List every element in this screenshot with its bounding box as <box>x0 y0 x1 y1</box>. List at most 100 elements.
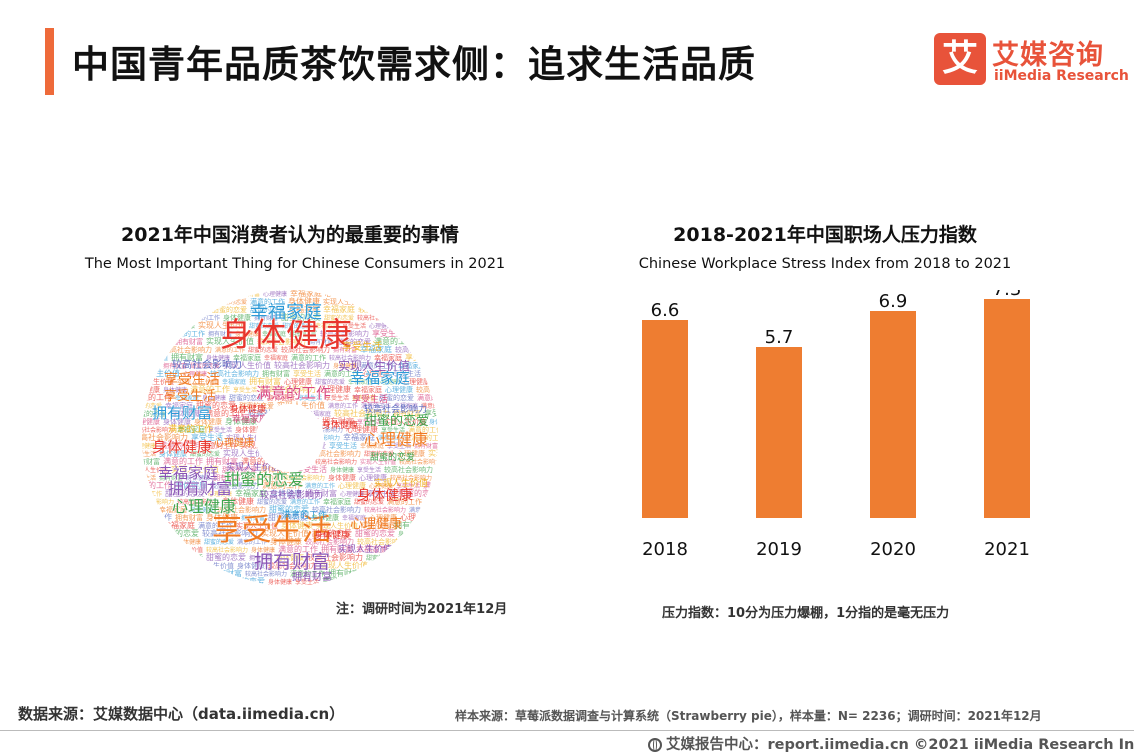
filler-word: 满意的工作 <box>328 402 358 410</box>
filler-word: 享受生活 <box>391 290 419 298</box>
filler-word: 身体健康 <box>398 530 422 538</box>
filler-word: 实现人生价值 <box>192 561 234 570</box>
filler-word: 幸福家庭 <box>290 290 322 298</box>
filler-word: 满意的工作 <box>142 329 167 338</box>
filler-word: 较高社会影响力 <box>257 337 306 346</box>
filler-word: 拥有财富 <box>249 554 273 562</box>
filler-word: 实现人生价值 <box>236 521 278 530</box>
filler-word: 拥有财富 <box>206 456 238 466</box>
filler-word: 满意的工作 <box>142 480 172 490</box>
filler-word: 享受生活 <box>293 369 321 378</box>
filler-word: 甜蜜的恋爱 <box>269 504 309 514</box>
filler-word: 实现人生价值 <box>171 464 219 474</box>
filler-word: 甜蜜的恋爱 <box>312 528 352 538</box>
filler-word: 较高社会影响力 <box>320 329 369 338</box>
filler-word: 较高社会影响力 <box>165 297 214 306</box>
footer-divider <box>0 730 1134 731</box>
cloud-word: 满意的工作 <box>282 509 327 521</box>
filler-word: 幸福家庭 <box>398 361 426 370</box>
bar-chart-note: 压力指数：10分为压力爆棚，1分指的是毫无压力 <box>662 606 950 621</box>
filler-word: 实现人生价值 <box>223 360 271 370</box>
filler-word: 甜蜜的恋爱 <box>364 450 394 458</box>
filler-word: 身体健康 <box>163 386 187 394</box>
filler-word: 拥有财富 <box>352 394 376 402</box>
filler-word: 较高社会影响力 <box>217 505 266 514</box>
filler-word: 甜蜜的恋爱 <box>425 496 438 506</box>
filler-word: 满意的工作 <box>324 369 359 378</box>
filler-word: 甜蜜的恋爱 <box>222 465 257 474</box>
filler-word: 幸福家庭 <box>177 425 205 434</box>
filler-word: 满意的工作 <box>290 498 320 506</box>
filler-word: 幸福家庭 <box>170 290 198 298</box>
filler-word: 甜蜜的恋爱 <box>366 554 396 562</box>
logo-english-name: iiMedia Research <box>994 68 1129 84</box>
filler-word: 拥有财富 <box>262 369 290 378</box>
filler-word: 享受生活 <box>298 394 322 402</box>
filler-word: 满意的工作 <box>198 521 233 530</box>
filler-word: 拥有财富 <box>414 442 438 450</box>
filler-word: 甜蜜的恋爱 <box>196 400 236 410</box>
filler-word: 较高社会影响力 <box>202 528 258 538</box>
wordcloud-note: 注：调研时间为2021年12月 <box>336 602 508 617</box>
filler-word: 拥有财富 <box>159 474 183 482</box>
filler-word: 甜蜜的恋爱 <box>229 393 264 402</box>
cloud-word: 甜蜜的恋爱 <box>224 470 304 489</box>
filler-word: 满意的工作 <box>250 297 285 306</box>
filler-word: 幸福家庭 <box>233 353 261 362</box>
filler-word: 满意的工作 <box>378 434 408 442</box>
filler-word: 心理健康 <box>375 378 399 386</box>
filler-word: 拥有财富 <box>322 416 354 426</box>
filler-word: 拥有财富 <box>393 409 421 418</box>
filler-word: 实现人生价值 <box>198 320 246 330</box>
iimedia-logo[interactable]: 艾 艾媒咨询 iiMedia Research <box>934 33 1129 89</box>
filler-word: 幸福家庭 <box>356 544 388 554</box>
filler-word: 身体健康 <box>206 354 230 362</box>
filler-word: 较高社会影响力 <box>210 369 259 378</box>
filler-word: 满意的工作 <box>241 456 281 466</box>
filler-word: 享受生活 <box>142 450 156 458</box>
filler-word: 身体健康 <box>222 496 254 506</box>
filler-word: 甜蜜的恋爱 <box>159 528 199 538</box>
filler-word: 身体健康 <box>225 416 257 426</box>
cloud-word: 身体健康 <box>152 438 212 456</box>
bar-chart-title: 2018-2021年中国职场人压力指数 <box>673 224 977 246</box>
filler-word: 实现人生价值 <box>277 400 325 410</box>
wordcloud-subtitle: The Most Important Thing for Chinese Con… <box>84 256 506 272</box>
filler-word: 实现人生价值 <box>223 448 271 458</box>
filler-word: 心理健康 <box>142 442 156 450</box>
filler-word: 较高社会影响力 <box>305 537 354 546</box>
filler-word: 享受生活 <box>159 576 191 586</box>
filler-word: 拥有财富 <box>289 329 317 338</box>
filler-word: 较高社会影响力 <box>358 304 414 314</box>
filler-word: 享受生活 <box>396 482 420 490</box>
report-center[interactable]: 艾媒报告中心：report.iimedia.cn ©2021 iiMedia R… <box>648 733 1134 754</box>
filler-word: 心理健康 <box>385 385 413 394</box>
filler-word: 心理健康 <box>142 578 156 586</box>
filler-word: 身体健康 <box>237 561 265 570</box>
filler-word: 实现人生价值 <box>261 528 309 538</box>
filler-word: 较高社会影响力 <box>210 481 259 490</box>
filler-word: 享受生活 <box>405 352 437 362</box>
filler-word: 较高社会影响力 <box>357 314 399 322</box>
filler-word: 享受生活 <box>295 578 319 586</box>
filler-word: 拥有财富 <box>142 457 160 466</box>
filler-word: 享受生活 <box>424 408 438 418</box>
filler-word: 甜蜜的恋爱 <box>206 552 246 562</box>
filler-word: 享受生活 <box>402 312 434 322</box>
filler-word: 身体健康 <box>206 512 238 522</box>
bar-2021 <box>984 299 1030 518</box>
filler-word: 甜蜜的恋爱 <box>398 488 438 498</box>
filler-word: 身体健康 <box>186 474 210 482</box>
filler-word: 拥有财富 <box>254 314 278 322</box>
filler-word: 实现人生价值 <box>384 417 426 426</box>
cloud-word: 幸福家庭 <box>158 464 218 482</box>
cloud-word: 身体健康 <box>230 403 266 415</box>
filler-word: 较高社会影响力 <box>399 458 438 466</box>
filler-word: 满意的工作 <box>163 456 203 466</box>
filler-word: 心理健康 <box>399 298 423 306</box>
filler-word: 甜蜜的恋爱 <box>212 305 247 314</box>
filler-word: 较高社会影响力 <box>206 546 248 554</box>
filler-word: 满意的工作 <box>170 329 205 338</box>
filler-word: 甜蜜的恋爱 <box>239 401 274 410</box>
filler-word: 拥有财富 <box>305 488 337 498</box>
